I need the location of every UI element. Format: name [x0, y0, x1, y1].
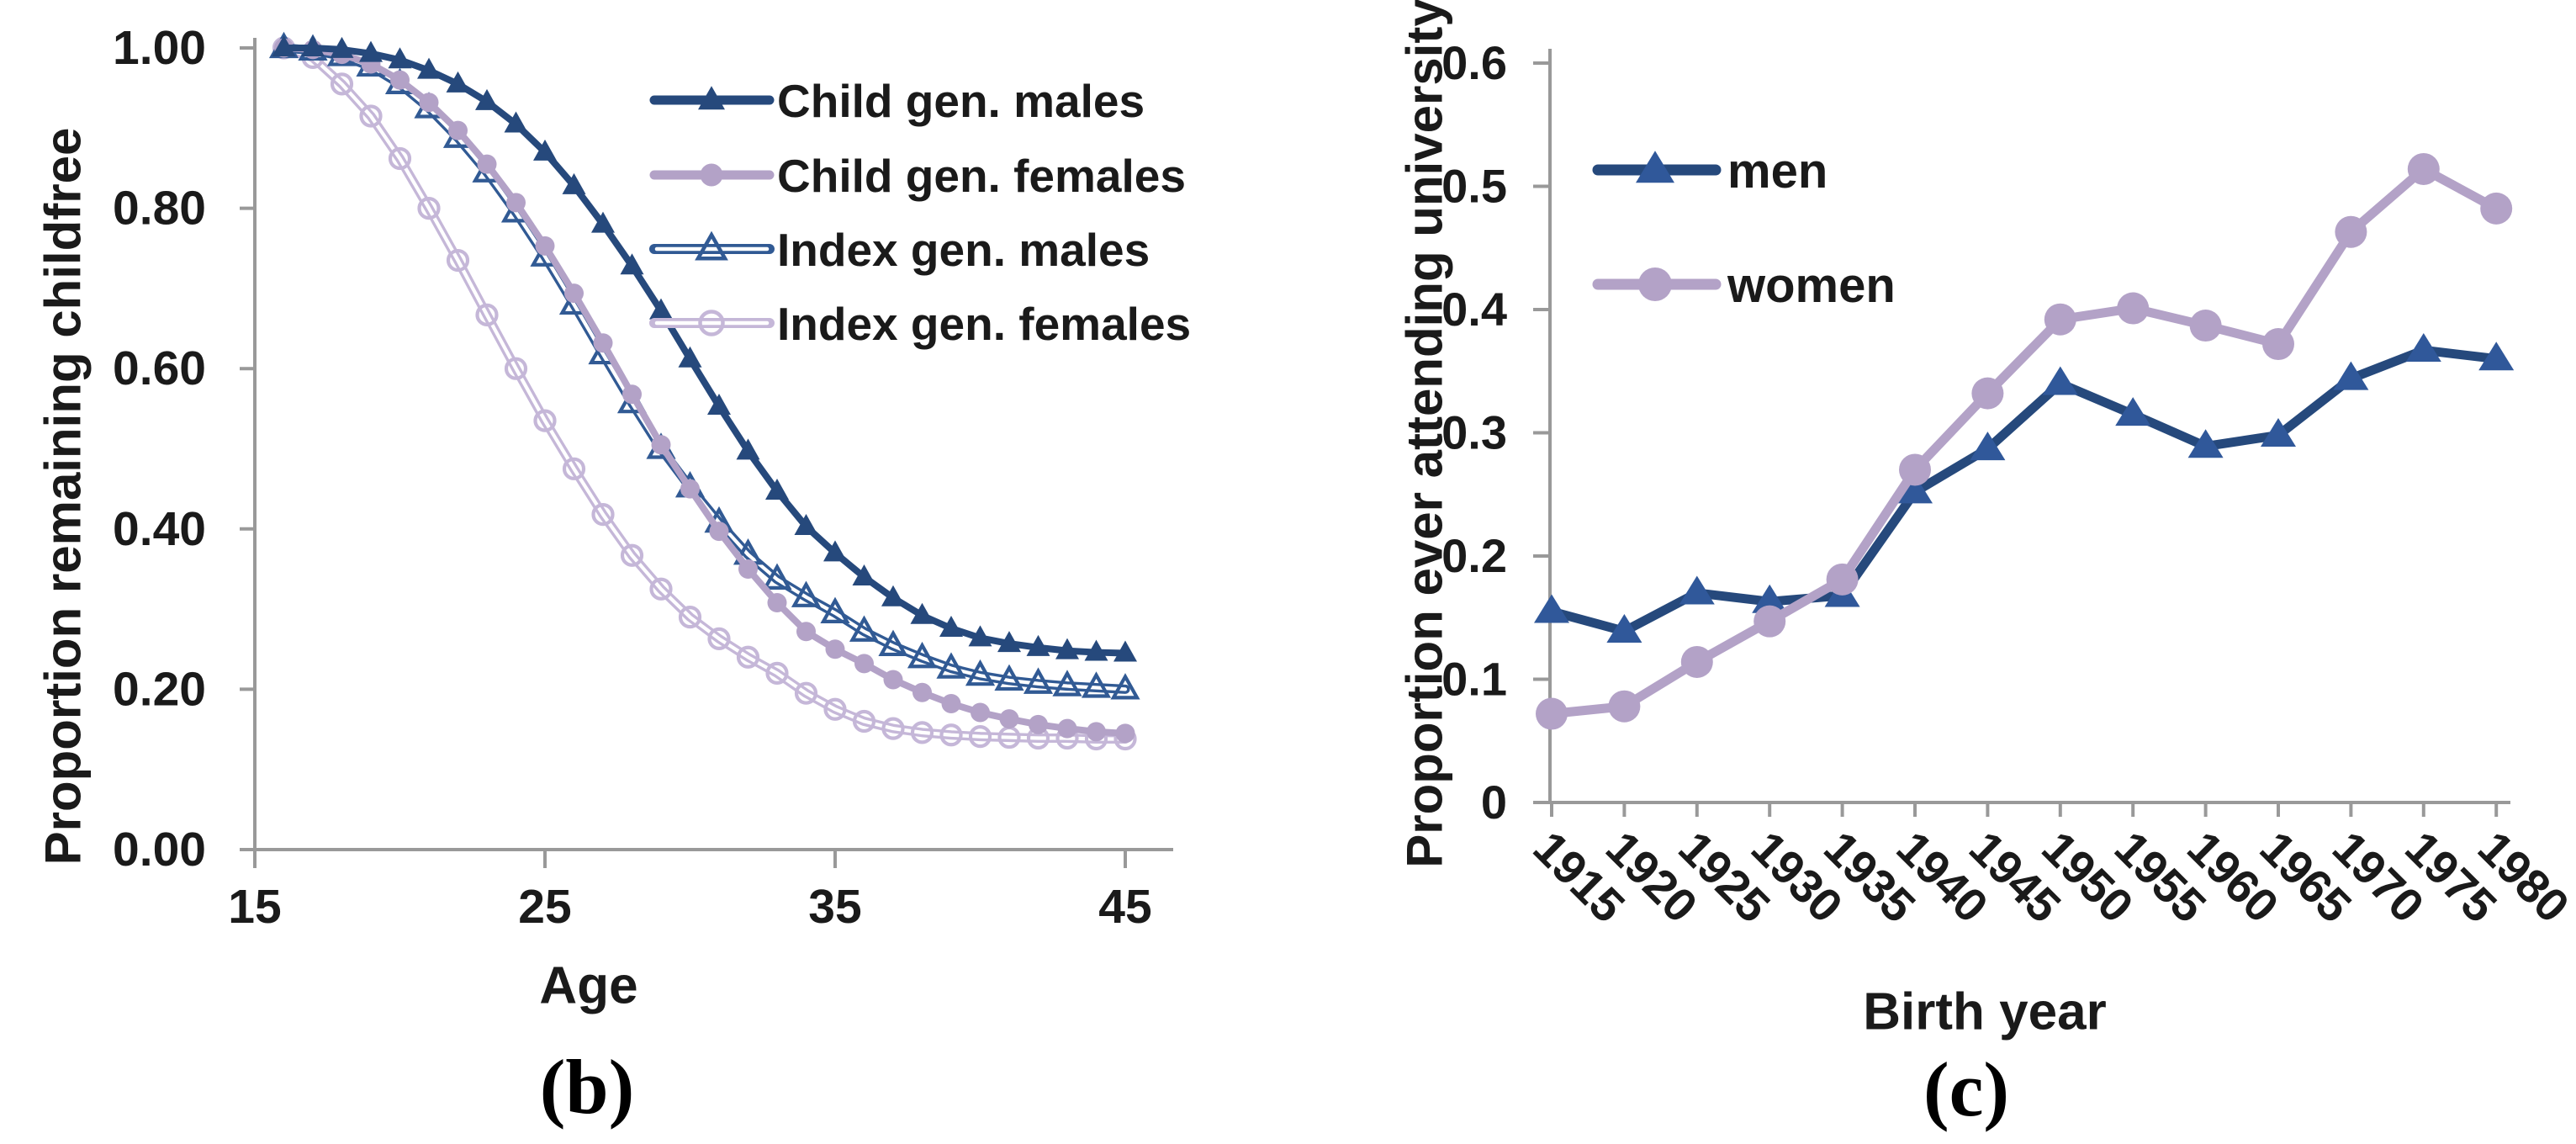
chart-b-y-tick-label: 0.40 [113, 502, 206, 556]
chart-c-y-tick-label: 0.4 [1441, 283, 1507, 336]
chart-b-legend-item-child-gen-females: Child gen. females [649, 150, 1186, 202]
chart-b-y-axis-title: Proportion remaining childfree [34, 127, 92, 866]
chart-b-legend-label-child-gen-males: Child gen. males [777, 75, 1145, 127]
chart-b-legend-item-child-gen-males: Child gen. males [649, 75, 1145, 127]
chart-c-y-tick-label: 0.1 [1441, 653, 1507, 706]
chart-b-legend-label-child-gen-females: Child gen. females [777, 150, 1186, 202]
chart-b-x-tick-label: 35 [808, 880, 861, 934]
chart-b-caption: (b) [539, 1044, 635, 1130]
chart-b-series-child-gen-males [272, 35, 1137, 662]
chart-c-y-tick-label: 0 [1481, 776, 1507, 829]
chart-c: 00.10.20.30.40.50.6191519201925193019351… [1441, 36, 2576, 933]
chart-c-y-tick-label: 0.5 [1441, 160, 1507, 213]
chart-b-x-tick-label: 45 [1098, 880, 1151, 934]
chart-c-legend-item-men: men [1592, 144, 1828, 199]
chart-b-x-tick-label: 15 [228, 880, 281, 934]
chart-b-series-child-gen-females [274, 38, 1135, 744]
chart-c-legend-label-men: men [1727, 144, 1828, 199]
chart-c-x-axis-title: Birth year [1863, 982, 2107, 1041]
chart-b-y-tick-label: 0.20 [113, 662, 206, 716]
chart-b-x-tick-label: 25 [518, 880, 571, 934]
chart-b-series-index-gen-males [268, 31, 1140, 700]
chart-c-y-tick-label: 0.2 [1441, 529, 1507, 582]
chart-b-legend-item-index-gen-males: Index gen. males [649, 224, 1150, 276]
chart-c-legend-item-women: women [1592, 258, 1896, 313]
chart-c-series-women [1536, 152, 2513, 730]
chart-c-legend-label-women: women [1727, 258, 1896, 313]
chart-b-legend-label-index-gen-males: Index gen. males [777, 224, 1150, 276]
chart-b-series-index-gen-females [272, 36, 1137, 751]
chart-b-legend-item-index-gen-females: Index gen. females [649, 298, 1191, 350]
chart-b-y-tick-label: 0.00 [113, 823, 206, 877]
chart-c-y-axis-title: Proportion ever attending university [1396, 0, 1453, 868]
chart-c-caption: (c) [1923, 1046, 2010, 1132]
chart-c-y-tick-label: 0.6 [1441, 36, 1507, 89]
chart-b-y-tick-label: 0.60 [113, 342, 206, 395]
chart-c-series-men [1534, 332, 2515, 643]
chart-b: 0.00 0.20 0.40 0.60 0.80 1.00 15 25 35 45 Child ge… [113, 21, 1191, 934]
chart-b-y-tick-label: 0.80 [113, 182, 206, 236]
chart-c-legend: men women [1592, 144, 1896, 313]
chart-c-y-tick-label: 0.3 [1441, 406, 1507, 459]
chart-b-x-axis-title: Age [539, 956, 638, 1015]
chart-b-legend-label-index-gen-females: Index gen. females [777, 298, 1191, 350]
chart-b-legend: Child gen. males Child gen. females Index … [649, 75, 1191, 350]
chart-b-y-tick-label: 1.00 [113, 21, 206, 75]
